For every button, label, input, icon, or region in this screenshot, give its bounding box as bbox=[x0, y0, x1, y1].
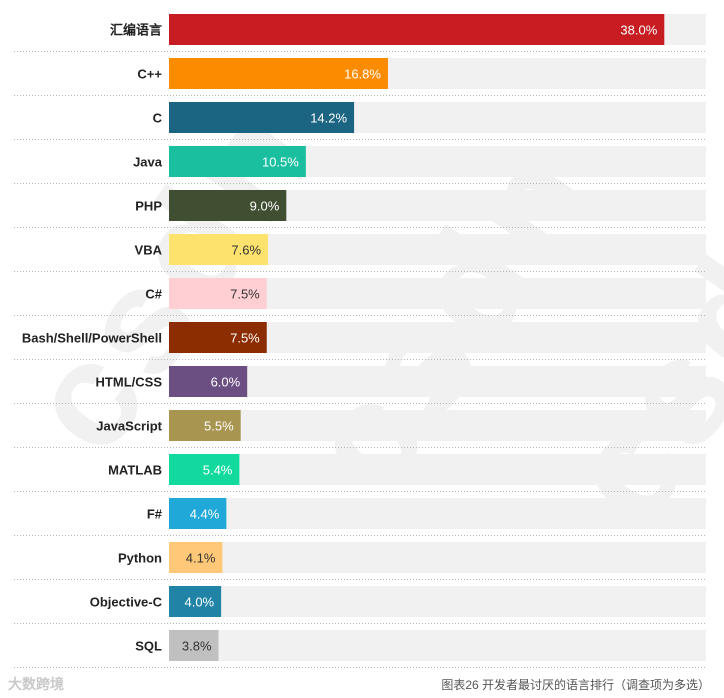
bar-1 bbox=[169, 58, 388, 89]
bar-12 bbox=[169, 542, 223, 573]
bar-track bbox=[169, 630, 706, 661]
value-label: 7.5% bbox=[230, 287, 260, 302]
bar-5 bbox=[169, 234, 269, 265]
bar-6 bbox=[169, 278, 267, 309]
bar-track bbox=[169, 498, 706, 529]
category-label: Python bbox=[118, 551, 162, 566]
value-label: 6.0% bbox=[211, 375, 241, 390]
value-label: 4.0% bbox=[184, 595, 214, 610]
brand-logo: 大数跨境 bbox=[8, 676, 64, 692]
bar-8 bbox=[169, 366, 248, 397]
value-label: 14.2% bbox=[310, 111, 347, 126]
bar-0 bbox=[169, 14, 665, 45]
bar-track bbox=[169, 586, 706, 617]
category-label: C# bbox=[145, 287, 162, 302]
bar-13 bbox=[169, 586, 222, 617]
category-label: F# bbox=[147, 507, 163, 522]
value-label: 5.4% bbox=[203, 463, 233, 478]
category-label: HTML/CSS bbox=[96, 375, 163, 390]
bar-3 bbox=[169, 146, 306, 177]
chart-caption: 图表26 开发者最讨厌的语言排行（调查项为多选） bbox=[441, 678, 710, 692]
bar-track bbox=[169, 366, 706, 397]
bar-10 bbox=[169, 454, 240, 485]
category-label: 汇编语言 bbox=[110, 23, 162, 38]
value-label: 7.5% bbox=[230, 331, 260, 346]
category-label: Objective-C bbox=[90, 595, 163, 610]
bar-14 bbox=[169, 630, 219, 661]
value-label: 3.8% bbox=[182, 639, 212, 654]
bar-7 bbox=[169, 322, 267, 353]
bar-4 bbox=[169, 190, 287, 221]
value-label: 7.6% bbox=[231, 243, 261, 258]
category-label: MATLAB bbox=[108, 463, 162, 478]
value-label: 4.4% bbox=[190, 507, 220, 522]
category-label: SQL bbox=[135, 639, 162, 654]
category-label: Java bbox=[133, 155, 163, 170]
category-label: Bash/Shell/PowerShell bbox=[22, 331, 162, 346]
category-label: VBA bbox=[135, 243, 163, 258]
bar-9 bbox=[169, 410, 241, 441]
value-label: 4.1% bbox=[186, 551, 216, 566]
bar-track bbox=[169, 542, 706, 573]
category-label: JavaScript bbox=[96, 419, 162, 434]
bar-2 bbox=[169, 102, 355, 133]
category-label: C++ bbox=[137, 67, 162, 82]
bar-track bbox=[169, 454, 706, 485]
category-label: PHP bbox=[135, 199, 162, 214]
value-label: 10.5% bbox=[262, 155, 299, 170]
value-label: 38.0% bbox=[620, 23, 657, 38]
value-label: 5.5% bbox=[204, 419, 234, 434]
bar-11 bbox=[169, 498, 227, 529]
value-label: 16.8% bbox=[344, 67, 381, 82]
value-label: 9.0% bbox=[250, 199, 280, 214]
bar-track bbox=[169, 410, 706, 441]
category-label: C bbox=[153, 111, 163, 126]
